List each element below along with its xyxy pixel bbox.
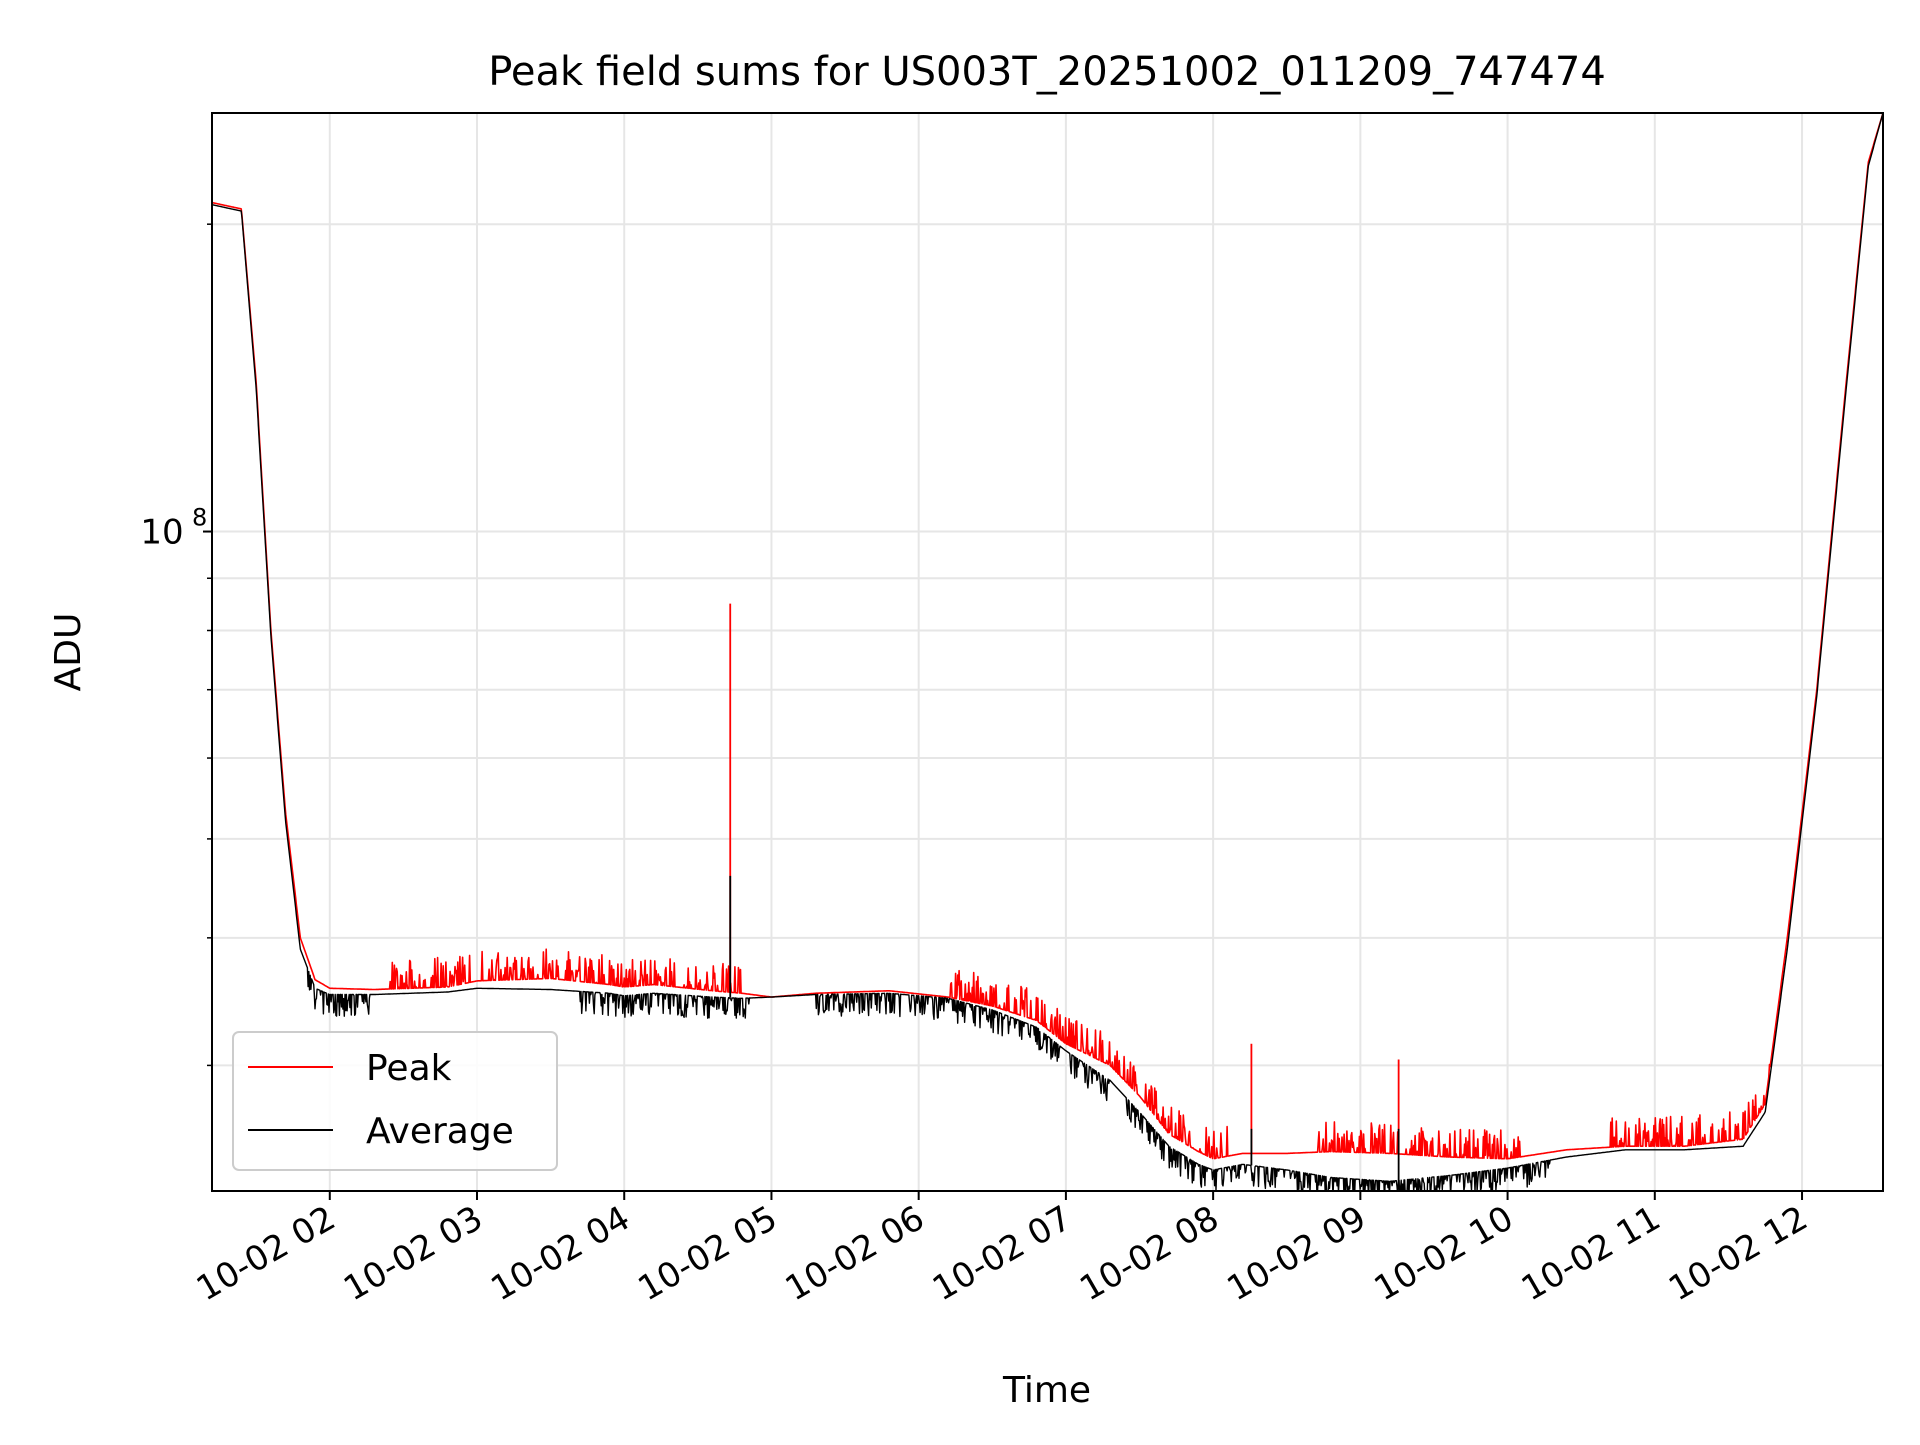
x-axis-label: Time	[1002, 1370, 1091, 1411]
grid	[212, 113, 1883, 1191]
y-tick-label-exponent: 8	[192, 504, 207, 532]
series-average-line	[212, 113, 1883, 1191]
series-layer	[212, 113, 1883, 1191]
legend: Peak Average	[232, 1031, 558, 1171]
series-peak-line	[212, 113, 1883, 1160]
chart-title: Peak field sums for US003T_20251002_0112…	[488, 49, 1606, 95]
legend-label-peak: Peak	[366, 1048, 452, 1089]
y-axis-label: ADU	[48, 613, 89, 692]
legend-label-average: Average	[366, 1111, 514, 1152]
plot-frame	[211, 112, 1884, 1192]
y-tick-label: 10	[140, 513, 183, 553]
